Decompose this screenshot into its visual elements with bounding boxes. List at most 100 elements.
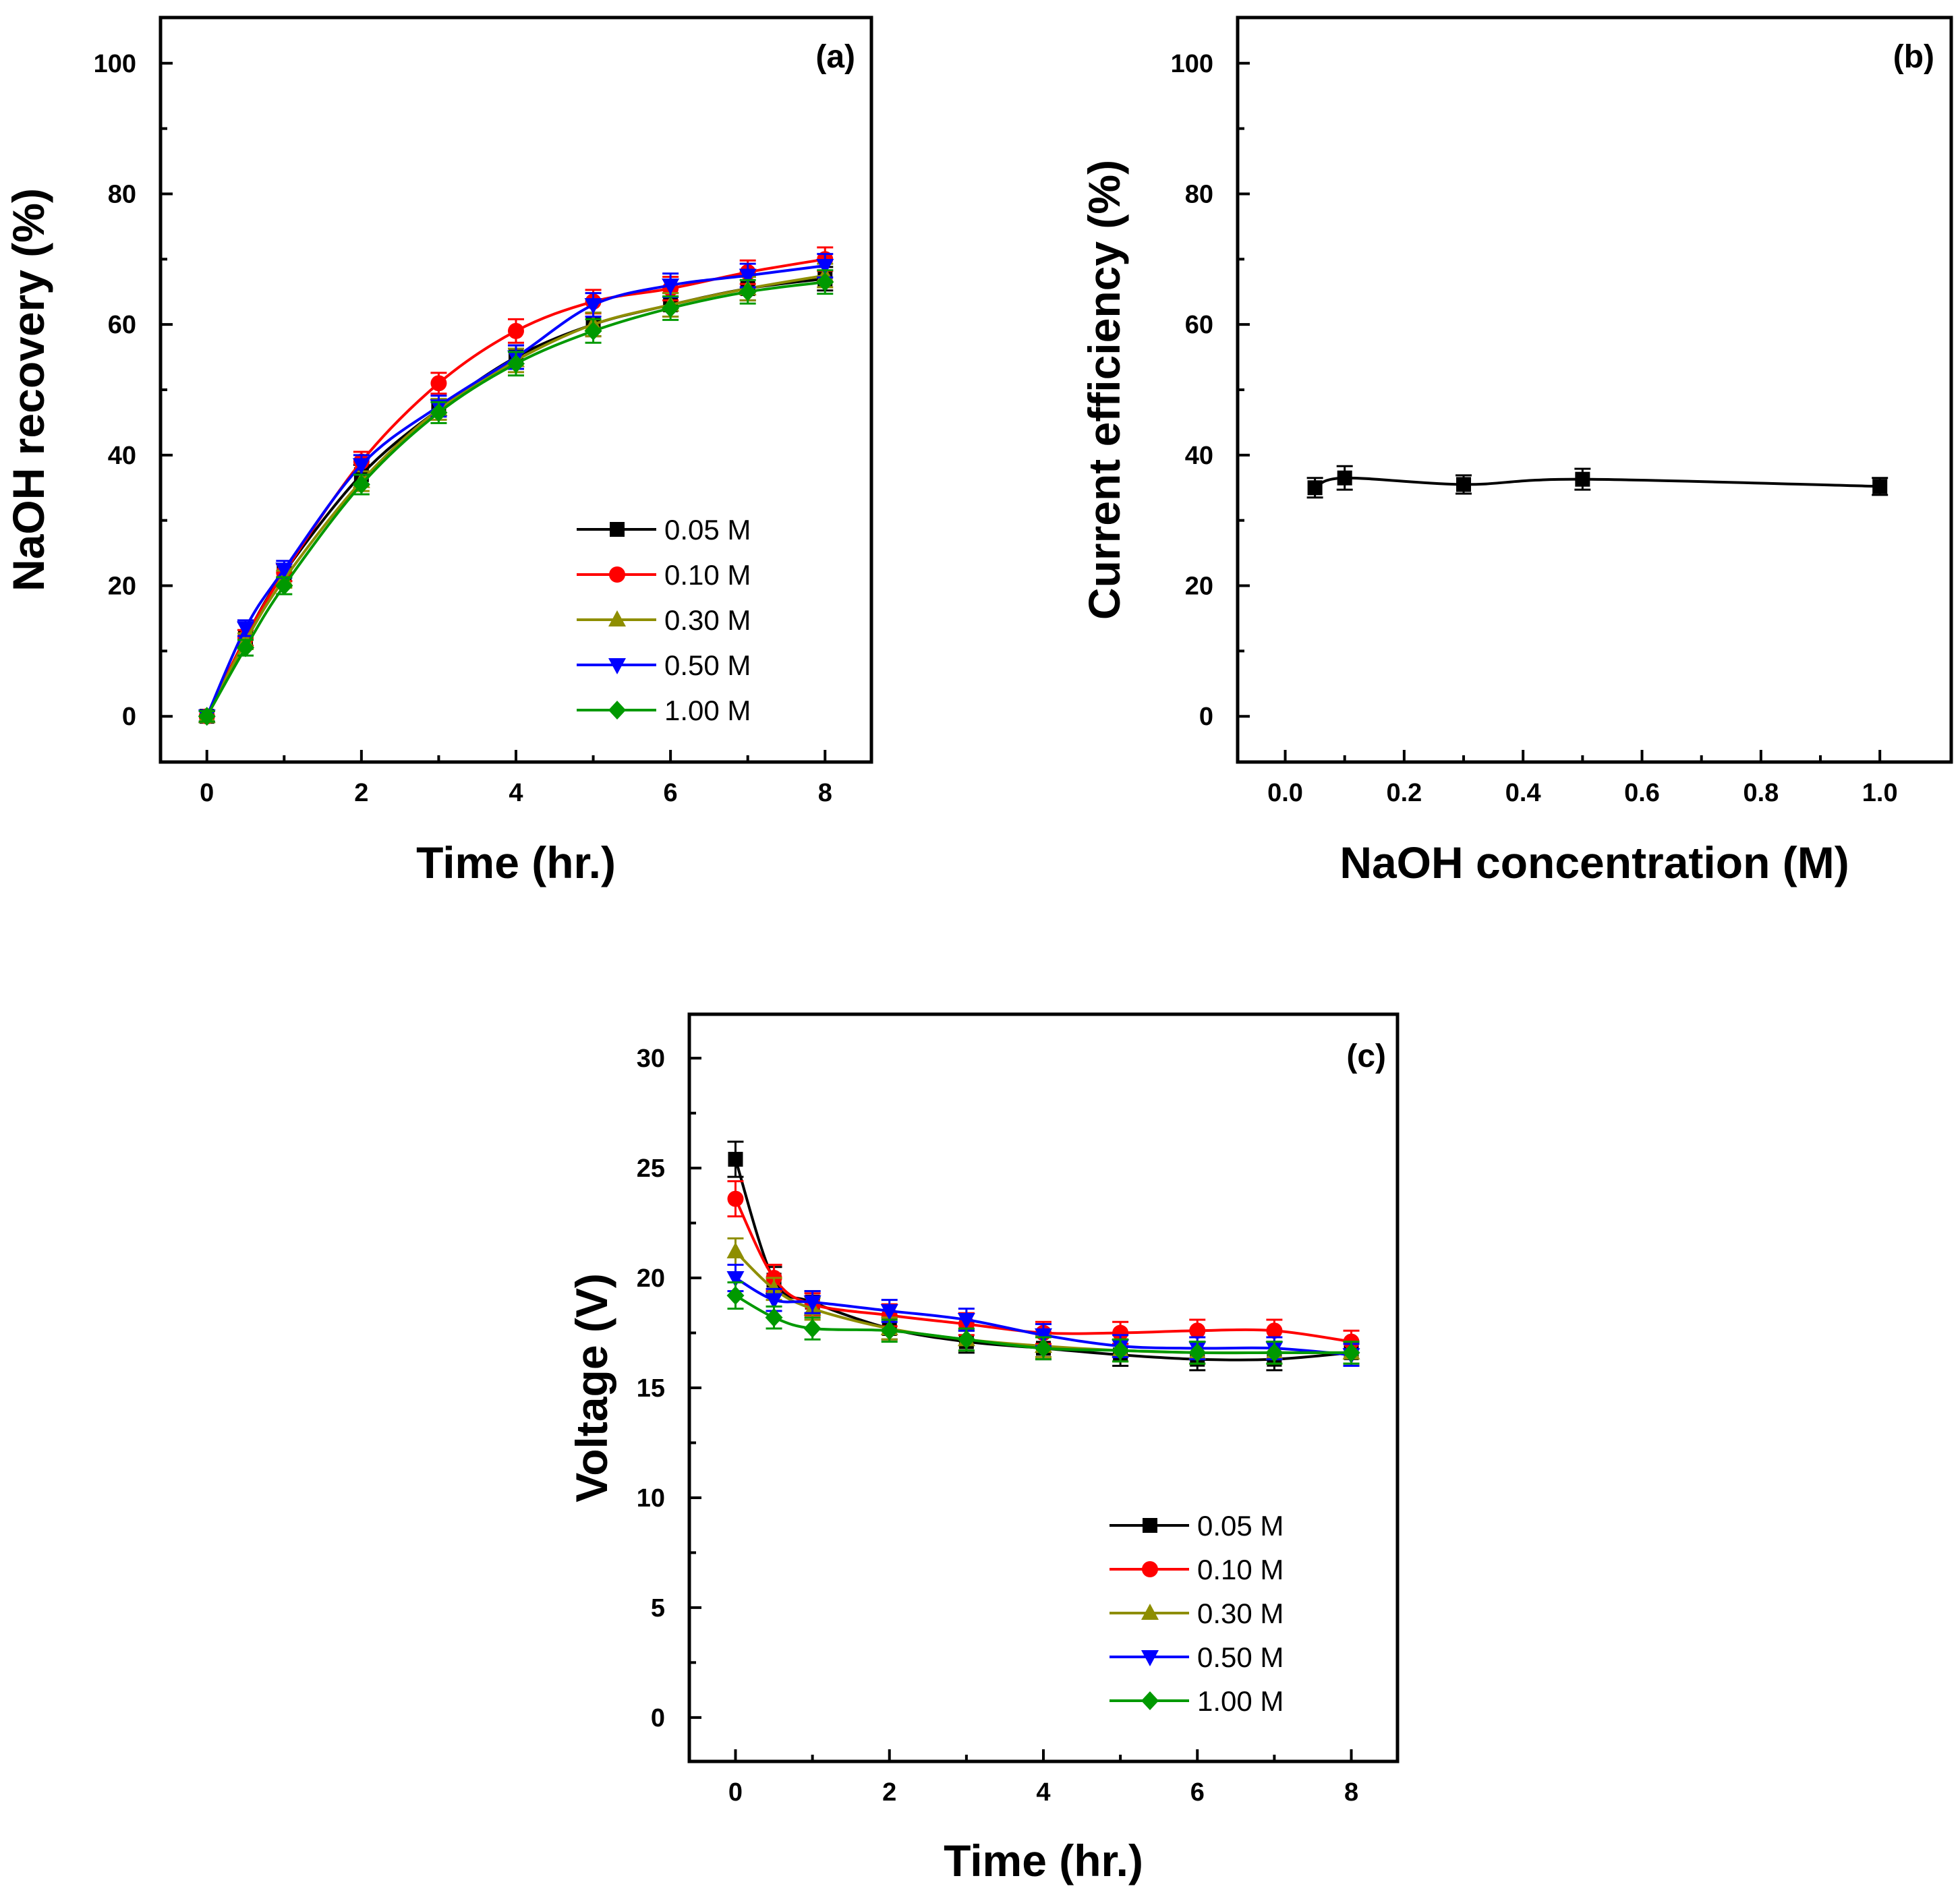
data-point [728,1152,743,1167]
y-tick-label: 20 [108,573,136,601]
legend-label: 0.05 M [1197,1510,1284,1542]
series-line [734,1159,1352,1362]
legend-label: 0.50 M [1197,1641,1284,1673]
legend-marker [610,522,625,537]
data-point [584,321,602,341]
data-point [1456,477,1472,492]
data-point [275,576,293,595]
legend-label: 0.30 M [1197,1598,1284,1629]
panel-b-efficiency-chart: 0.0 0.2 0.4 0.6 0.8 1.0 0 20 40 60 80 100 NaOH conce… [1079,16,1953,887]
legend-marker [1142,1561,1158,1577]
y-tick-label: 100 [1171,50,1213,78]
y-tick-label: 60 [108,311,136,339]
series-line [205,281,826,718]
legend-marker [608,658,626,674]
data-point [352,458,370,475]
y-axis-title: Current efficiency (%) [1079,160,1129,620]
x-axis-title: Time (hr.) [944,1836,1143,1886]
x-tick-label: 6 [664,779,678,807]
y-tick-label: 80 [1185,180,1213,208]
x-tick-label: 8 [818,779,832,807]
series-line [734,1294,1352,1355]
panel-label: (c) [1346,1039,1386,1074]
plot-frame [158,16,873,764]
data-point [726,1286,745,1306]
y-axis-title: NaOH recovery (%) [3,188,53,591]
series-1-00-M [726,1281,1360,1365]
x-tick-label: 4 [1036,1778,1050,1807]
legend-label: 0.10 M [664,559,751,591]
series-line [205,264,826,718]
data-point [1337,470,1352,486]
data-point [275,562,293,579]
data-point [957,1312,975,1329]
x-tick-label: 0.0 [1267,779,1303,807]
data-point [765,1308,783,1327]
x-tick-label: 8 [1344,1778,1358,1807]
data-point [662,298,680,318]
y-tick-label: 20 [637,1264,665,1293]
data-point [352,475,370,494]
data-point [803,1319,822,1339]
y-tick-label: 40 [108,442,136,470]
legend-label: 1.00 M [1197,1685,1284,1717]
x-axis-title: Time (hr.) [416,838,616,887]
x-tick-label: 2 [354,779,368,807]
series-0 [1306,465,1889,499]
data-point [816,272,834,292]
data-point [430,403,448,422]
x-tick-label: 0 [200,779,214,807]
y-tick-label: 20 [1185,573,1213,601]
data-point [508,322,524,339]
legend-marker [609,566,625,583]
legend-label: 0.50 M [664,649,751,681]
x-tick-label: 6 [1190,1778,1205,1807]
plot-frame [1236,16,1953,764]
data-point [816,259,834,275]
data-point [662,279,680,295]
plot-frame [687,1012,1400,1763]
data-point [198,707,216,726]
data-point [739,268,757,285]
x-tick-label: 0 [728,1778,743,1807]
data-point [880,1304,898,1320]
y-tick-label: 5 [651,1594,665,1623]
series-line [205,258,826,718]
y-tick-label: 100 [94,50,136,78]
x-tick-label: 4 [509,779,523,807]
panel-label: (a) [815,39,855,75]
x-tick-label: 0.2 [1386,779,1422,807]
data-point [1575,471,1590,487]
legend-marker [1143,1518,1157,1533]
y-axis-title: Voltage (V) [567,1273,616,1502]
data-point [237,638,255,658]
data-point [803,1295,822,1312]
data-point [880,1321,898,1341]
y-tick-label: 15 [637,1374,665,1403]
panel-c-voltage-chart: 0 2 4 6 8 0 5 10 15 20 25 30 Time (hr.) Voltage (V) (c… [567,1012,1400,1886]
data-point [726,1241,745,1258]
x-tick-label: 0.4 [1505,779,1541,807]
data-point [1265,1343,1284,1362]
data-point [1189,1322,1206,1339]
legend: 0.05 M 0.10 M 0.30 M 0.50 M 1.00 M [577,514,751,726]
data-point [1342,1343,1360,1362]
legend-marker [1141,1604,1159,1620]
series-line [205,274,826,718]
data-point [1112,1341,1130,1360]
legend-label: 0.10 M [1197,1554,1284,1585]
y-tick-label: 0 [1199,703,1213,731]
y-tick-label: 10 [637,1484,665,1513]
data-point [727,1190,744,1207]
y-tick-label: 60 [1185,311,1213,339]
legend-marker [608,701,626,720]
data-point [1266,1322,1283,1339]
data-point [957,1330,975,1349]
y-tick-label: 0 [122,703,136,731]
data-point [507,354,525,374]
legend: 0.05 M 0.10 M 0.30 M 0.50 M 1.00 M [1109,1510,1284,1717]
legend-marker [608,610,626,626]
series-line [1314,476,1880,490]
y-tick-label: 0 [651,1704,665,1732]
